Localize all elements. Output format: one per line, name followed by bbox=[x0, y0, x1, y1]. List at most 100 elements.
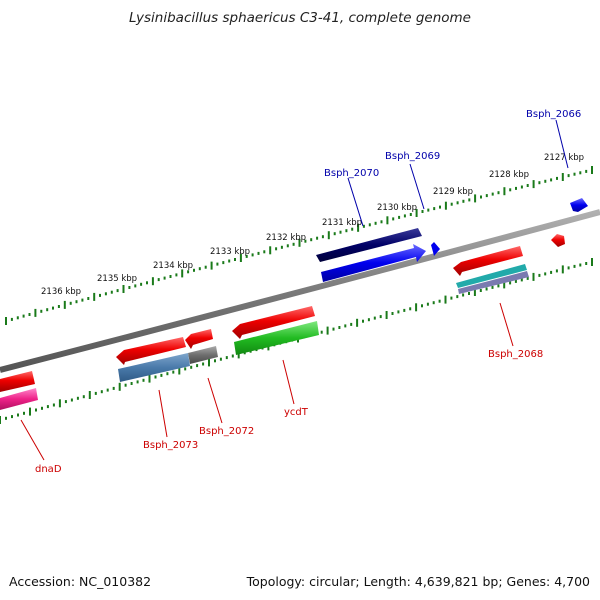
outer-ring-tick bbox=[28, 313, 31, 316]
inner-ring-tick bbox=[567, 266, 570, 270]
outer-ring-tick bbox=[316, 236, 319, 240]
gene-bsph-2073[interactable] bbox=[118, 353, 190, 382]
outer-ring-tick bbox=[474, 194, 477, 203]
outer-ring-tick bbox=[550, 178, 553, 182]
inner-ring-tick bbox=[130, 382, 133, 385]
inner-ring-tick bbox=[356, 318, 359, 327]
gene-bsph-2069b[interactable] bbox=[431, 242, 440, 256]
outer-ring-tick bbox=[292, 242, 295, 246]
gene-ycdT[interactable] bbox=[234, 321, 319, 355]
gene-labels: Bsph_2066 Bsph_2069 Bsph_2070 Bsph_2068 … bbox=[35, 109, 581, 475]
outer-ring-tick bbox=[444, 201, 447, 210]
label-ycdT[interactable]: ycdT bbox=[284, 407, 309, 418]
outer-ring-tick bbox=[345, 229, 348, 233]
inner-ring-tick bbox=[70, 398, 73, 402]
inner-ring-tick bbox=[124, 383, 127, 387]
inner-ring-tick bbox=[591, 258, 593, 266]
outer-ring-tick bbox=[128, 286, 131, 289]
outer-ring-tick bbox=[327, 231, 330, 240]
outer-ring-tick bbox=[421, 210, 424, 213]
inner-ring-tick bbox=[11, 415, 13, 419]
inner-ring-tick bbox=[172, 370, 175, 374]
outer-ring-tick bbox=[362, 224, 365, 228]
map-title: Lysinibacillus sphaericus C3-41, complet… bbox=[129, 10, 471, 26]
inner-ring-tick bbox=[473, 288, 476, 296]
outer-ring-tick bbox=[75, 300, 78, 304]
tick-label-2130: 2130 kbp bbox=[377, 203, 417, 213]
inner-ring-tick bbox=[219, 357, 222, 361]
label-bsph-2073[interactable]: Bsph_2073 bbox=[143, 440, 198, 451]
inner-ring-tick bbox=[231, 354, 234, 358]
outer-ring-tick bbox=[216, 262, 219, 266]
inner-ring-tick bbox=[468, 292, 470, 295]
outer-ring-tick bbox=[57, 305, 60, 308]
outer-ring-tick bbox=[409, 213, 412, 216]
inner-ring-tick bbox=[550, 270, 553, 274]
gene-bsph-2067[interactable] bbox=[551, 234, 565, 247]
gene-bsph-2069[interactable] bbox=[321, 244, 426, 282]
gene-dnaD[interactable] bbox=[0, 388, 38, 410]
outer-ring-tick bbox=[439, 205, 441, 209]
outer-ring-tick bbox=[526, 184, 529, 187]
inner-ring-tick bbox=[190, 365, 193, 369]
inner-ring-tick bbox=[409, 307, 412, 311]
inner-ring-tick bbox=[118, 382, 121, 391]
gene-bsph-2068-red[interactable] bbox=[453, 246, 523, 276]
gene-ycdT-red[interactable] bbox=[232, 306, 315, 339]
inner-ring-tick bbox=[462, 293, 465, 297]
inner-ring-tick bbox=[136, 380, 139, 384]
label-bsph-2066[interactable]: Bsph_2066 bbox=[526, 109, 581, 120]
outer-ring-tick bbox=[298, 238, 301, 247]
accession-text: Accession: NC_010382 bbox=[9, 574, 151, 589]
inner-ring-tick bbox=[100, 390, 103, 394]
inner-ring-tick bbox=[148, 374, 151, 383]
gene-bsph-2068-lilac[interactable] bbox=[458, 271, 529, 294]
outer-ring-tick bbox=[398, 215, 401, 219]
inner-ring-tick bbox=[202, 362, 205, 366]
inner-ring-tick bbox=[35, 408, 37, 412]
gene-bsph-2066[interactable] bbox=[570, 198, 588, 212]
outer-ring-tick bbox=[386, 216, 389, 225]
inner-ring-tick bbox=[403, 308, 406, 312]
outer-ring-tick bbox=[538, 181, 541, 185]
inner-ring-tick bbox=[225, 356, 228, 360]
inner-ring-tick bbox=[46, 405, 49, 409]
gene-bsph-2068-teal[interactable] bbox=[456, 264, 527, 288]
tick-label-2132: 2132 kbp bbox=[266, 233, 306, 243]
gene-dnaD-red[interactable] bbox=[0, 371, 35, 392]
outer-ring-tick bbox=[333, 232, 336, 236]
outer-ring-tick bbox=[304, 239, 307, 243]
gene-bsph-2070[interactable] bbox=[316, 228, 422, 262]
inner-ring-tick bbox=[106, 388, 109, 392]
label-bsph-2069[interactable]: Bsph_2069 bbox=[385, 151, 440, 162]
outer-ring-tick bbox=[427, 208, 430, 212]
label-dnaD[interactable]: dnaD bbox=[35, 464, 62, 475]
leader-dnaD bbox=[20, 419, 45, 461]
outer-ring-tick bbox=[573, 172, 576, 176]
label-bsph-2068[interactable]: Bsph_2068 bbox=[488, 349, 543, 360]
gene-bsph-2072-red[interactable] bbox=[185, 329, 213, 349]
outer-ring-tick bbox=[368, 223, 371, 227]
outer-ring-tick bbox=[151, 277, 154, 286]
gene-bsph-2072[interactable] bbox=[188, 346, 218, 364]
gene-bsph-2073-red[interactable] bbox=[116, 337, 186, 365]
outer-ring-tick bbox=[275, 247, 278, 251]
label-bsph-2072[interactable]: Bsph_2072 bbox=[199, 426, 254, 437]
outer-ring-tick bbox=[134, 284, 137, 288]
leader-bsph-2073 bbox=[158, 389, 168, 438]
inner-ring-tick bbox=[450, 296, 453, 300]
outer-ring-tick bbox=[104, 292, 107, 296]
inner-ring-tick bbox=[326, 326, 329, 335]
outer-ring-tick bbox=[110, 290, 113, 294]
inner-ring-tick bbox=[362, 319, 364, 323]
tick-label-2127: 2127 kbp bbox=[544, 153, 584, 163]
label-bsph-2070[interactable]: Bsph_2070 bbox=[324, 168, 379, 179]
inner-ring-tick bbox=[479, 289, 482, 292]
inner-ring-tick bbox=[178, 366, 181, 375]
outer-ring-tick bbox=[491, 192, 494, 196]
outer-ring-tick bbox=[403, 214, 406, 218]
inner-ring-tick bbox=[579, 263, 582, 267]
outer-ring-tick bbox=[480, 195, 482, 199]
inner-ring-tick bbox=[532, 272, 535, 281]
outer-ring-tick bbox=[81, 298, 84, 302]
